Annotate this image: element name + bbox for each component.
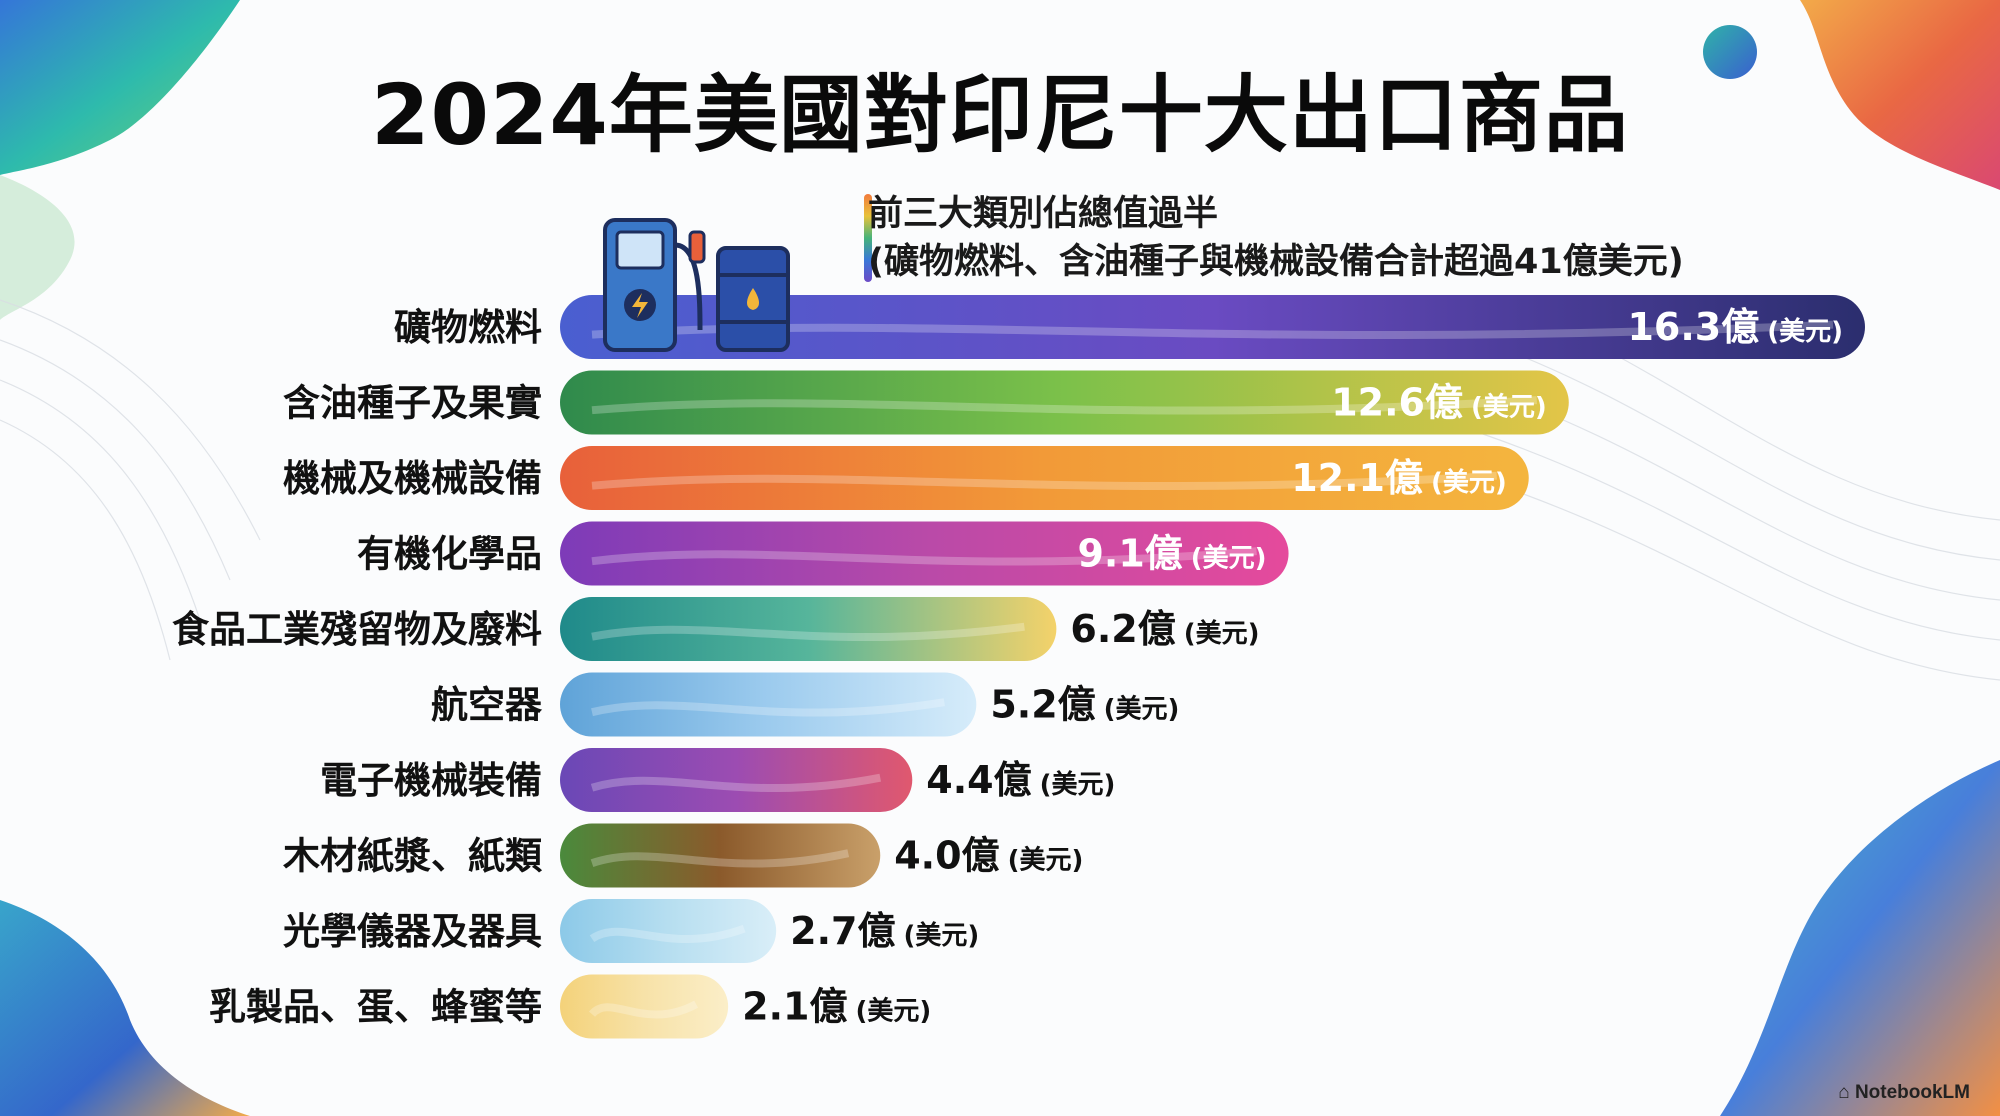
value-label: 16.3億 (美元) xyxy=(1627,305,1843,349)
brand-label: NotebookLM xyxy=(1854,1082,1970,1103)
bar xyxy=(560,899,777,963)
bar xyxy=(560,597,1057,661)
value-label: 2.7億 (美元) xyxy=(790,909,979,953)
bar-decoration xyxy=(591,396,1538,415)
bar-decoration xyxy=(591,471,1497,491)
chart-title: 2024年美國對印尼十大出口商品 xyxy=(371,66,1629,164)
value-label: 4.4億 (美元) xyxy=(926,758,1115,802)
annotation-line-2: (礦物燃料、含油種子與機械設備合計超過41億美元) xyxy=(868,242,1684,282)
value-label: 6.2億 (美元) xyxy=(1070,607,1259,651)
bar-decoration xyxy=(588,1000,699,1019)
value-label: 2.1億 (美元) xyxy=(742,985,931,1029)
annotation-accent-bar xyxy=(864,194,872,282)
oil-barrel-icon xyxy=(716,246,790,352)
bar xyxy=(560,672,977,737)
category-label: 光學儀器及器具 xyxy=(283,910,542,953)
category-label: 乳製品、蛋、蜂蜜等 xyxy=(209,986,542,1029)
bar xyxy=(560,446,1529,510)
bar-decoration xyxy=(591,698,945,717)
bar xyxy=(560,823,881,888)
category-label: 機械及機械設備 xyxy=(283,457,542,500)
category-label: 木材紙漿、紙類 xyxy=(283,835,543,878)
notebooklm-logo: ⌂ NotebookLM xyxy=(1838,1082,1970,1104)
bar xyxy=(560,521,1289,586)
fuel-pump-icon xyxy=(603,218,706,352)
value-label: 12.6億 (美元) xyxy=(1331,381,1547,425)
category-label: 有機化學品 xyxy=(357,533,542,576)
category-label: 航空器 xyxy=(431,684,543,727)
category-label: 食品工業殘留物及廢料 xyxy=(172,608,542,651)
brand-icon: ⌂ xyxy=(1838,1082,1855,1103)
bar xyxy=(560,370,1569,435)
bar-decoration xyxy=(591,547,1257,566)
value-label: 4.0億 (美元) xyxy=(894,834,1083,878)
bar-decoration xyxy=(590,773,882,793)
bar xyxy=(560,748,913,812)
category-label: 電子機械裝備 xyxy=(320,759,542,802)
annotation-line-1: 前三大類別佔總值過半 xyxy=(868,194,1219,234)
bar-decoration xyxy=(589,924,746,944)
bar-decoration xyxy=(590,849,850,868)
annotation-note: 前三大類別佔總值過半 (礦物燃料、含油種子與機械設備合計超過41億美元) xyxy=(868,190,1684,286)
value-label: 9.1億 (美元) xyxy=(1077,532,1266,576)
category-label: 含油種子及果實 xyxy=(283,382,542,425)
value-label: 12.1億 (美元) xyxy=(1291,456,1507,500)
bar xyxy=(560,295,1865,359)
value-label: 5.2億 (美元) xyxy=(990,683,1179,727)
bar xyxy=(560,974,729,1039)
category-label: 礦物燃料 xyxy=(394,306,542,349)
bar-decoration xyxy=(591,622,1025,642)
